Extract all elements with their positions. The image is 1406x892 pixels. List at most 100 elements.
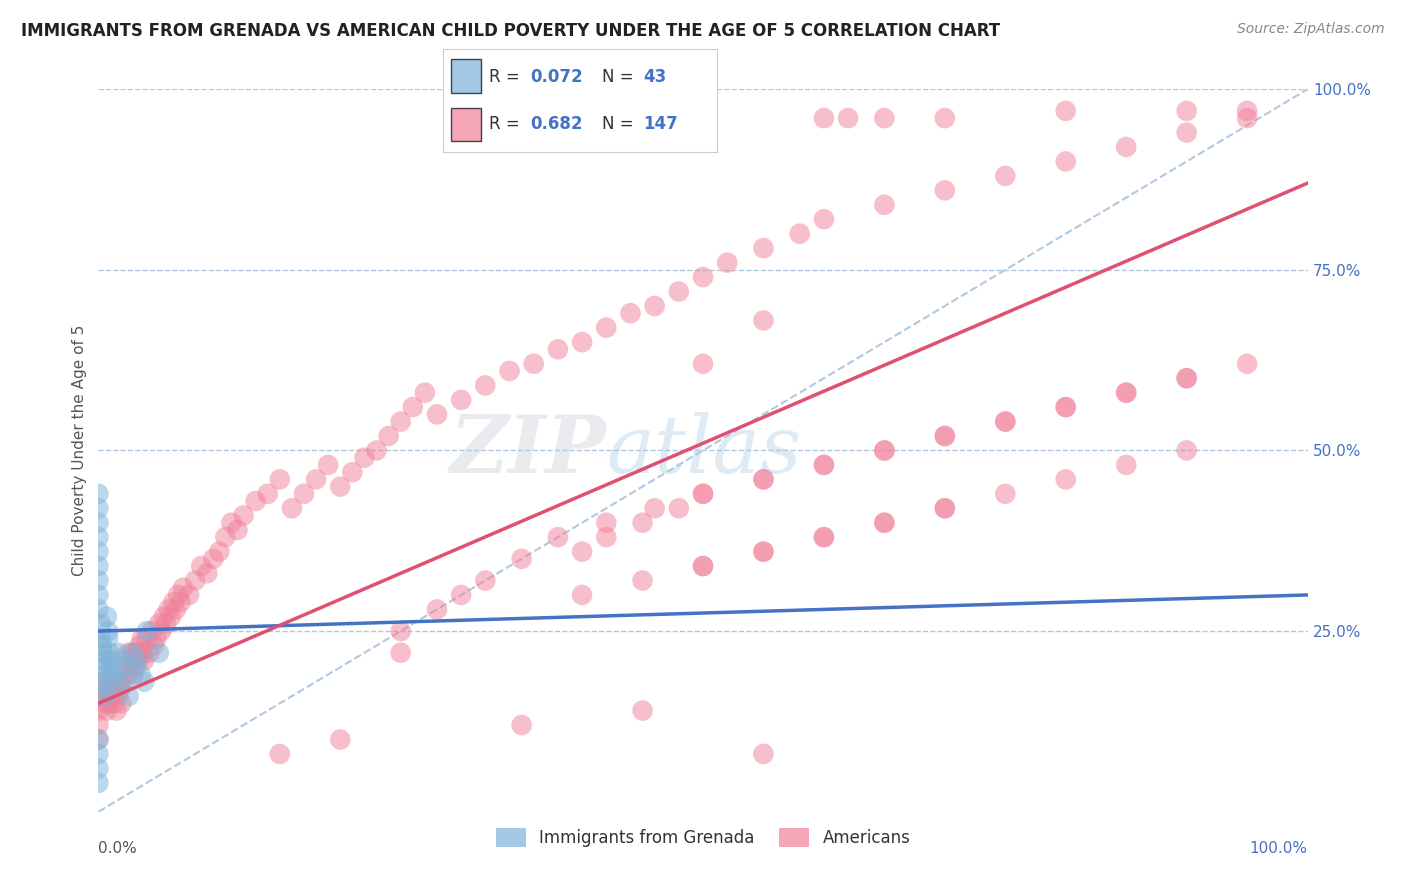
Point <box>87 732 110 747</box>
Point <box>93 667 115 681</box>
Point <box>329 480 352 494</box>
Point <box>426 602 449 616</box>
Text: 0.682: 0.682 <box>530 115 583 133</box>
Point <box>994 415 1017 429</box>
Point <box>644 299 666 313</box>
Point <box>87 530 110 544</box>
Point <box>752 472 775 486</box>
Point <box>692 487 714 501</box>
Point <box>91 653 114 667</box>
Text: Source: ZipAtlas.com: Source: ZipAtlas.com <box>1237 22 1385 37</box>
Point <box>93 674 115 689</box>
Point <box>132 646 155 660</box>
Text: 147: 147 <box>643 115 678 133</box>
Point <box>994 487 1017 501</box>
Point <box>162 595 184 609</box>
Point <box>91 639 114 653</box>
Point <box>143 639 166 653</box>
Point <box>1115 385 1137 400</box>
Point <box>87 602 110 616</box>
Point <box>934 501 956 516</box>
Point <box>135 632 157 646</box>
Point <box>813 458 835 472</box>
Point <box>329 732 352 747</box>
Point <box>692 357 714 371</box>
Point <box>100 653 122 667</box>
Point <box>121 646 143 660</box>
Point <box>595 320 617 334</box>
Point <box>87 761 110 775</box>
Point <box>90 616 112 631</box>
Point <box>93 689 115 703</box>
Point <box>426 407 449 421</box>
Point <box>87 501 110 516</box>
Point <box>155 616 177 631</box>
Point <box>97 681 120 696</box>
Point <box>305 472 328 486</box>
Point <box>90 632 112 646</box>
Point <box>1054 400 1077 414</box>
Point <box>873 443 896 458</box>
Point <box>150 624 173 639</box>
Point <box>1236 103 1258 118</box>
Point <box>124 653 146 667</box>
Point <box>202 551 225 566</box>
Point <box>87 704 110 718</box>
Point <box>135 624 157 639</box>
Point <box>184 574 207 588</box>
Point <box>138 646 160 660</box>
Point <box>474 378 496 392</box>
Point <box>752 544 775 558</box>
Point <box>148 616 170 631</box>
Point <box>100 689 122 703</box>
Point <box>994 415 1017 429</box>
Point <box>813 458 835 472</box>
Point <box>389 415 412 429</box>
Point <box>269 472 291 486</box>
Point <box>692 559 714 574</box>
Point <box>179 588 201 602</box>
Point <box>631 574 654 588</box>
Point <box>523 357 546 371</box>
Point <box>692 487 714 501</box>
Point <box>87 487 110 501</box>
Point <box>122 667 145 681</box>
Text: R =: R = <box>489 68 526 86</box>
Point <box>121 646 143 660</box>
Point <box>97 632 120 646</box>
Point <box>1175 443 1198 458</box>
Point <box>450 392 472 407</box>
Point <box>120 653 142 667</box>
Point <box>934 429 956 443</box>
Text: N =: N = <box>602 68 638 86</box>
Point <box>510 551 533 566</box>
Point <box>1054 472 1077 486</box>
Point <box>117 667 139 681</box>
Point <box>226 523 249 537</box>
Point <box>87 516 110 530</box>
Point <box>91 646 114 660</box>
Point <box>595 530 617 544</box>
Point <box>510 718 533 732</box>
Point <box>134 674 156 689</box>
Point <box>94 696 117 710</box>
Point <box>595 516 617 530</box>
Text: atlas: atlas <box>606 412 801 489</box>
Point <box>108 653 131 667</box>
Point <box>1175 103 1198 118</box>
Point <box>413 385 436 400</box>
Point <box>105 704 128 718</box>
Point <box>118 660 141 674</box>
Point <box>104 674 127 689</box>
Point <box>131 632 153 646</box>
Point <box>752 313 775 327</box>
Point <box>377 429 399 443</box>
Point <box>571 588 593 602</box>
Legend: Immigrants from Grenada, Americans: Immigrants from Grenada, Americans <box>489 822 917 854</box>
Point <box>389 646 412 660</box>
Point <box>752 472 775 486</box>
Point <box>127 646 149 660</box>
Point <box>873 443 896 458</box>
Point <box>668 501 690 516</box>
Point <box>124 660 146 674</box>
